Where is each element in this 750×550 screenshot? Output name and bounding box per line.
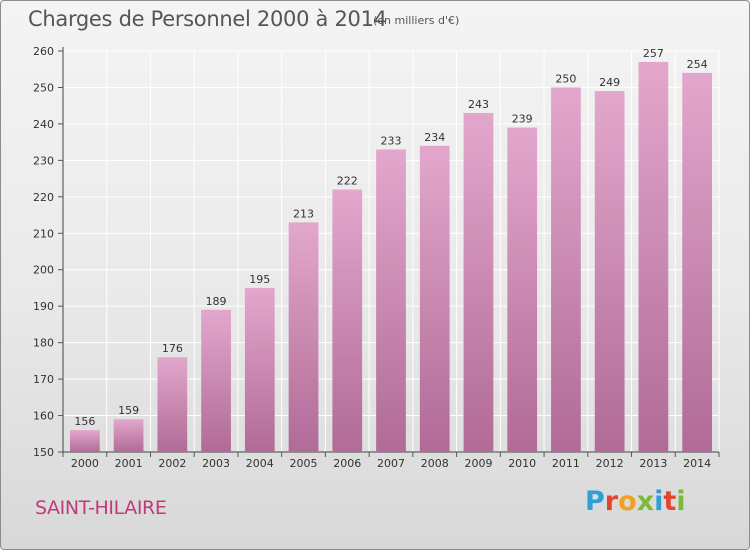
data-label: 213 [293, 207, 314, 220]
logo-letter: P [585, 486, 605, 517]
x-tick-label: 2001 [115, 457, 143, 470]
y-tick-label: 150 [33, 446, 54, 459]
y-tick-label: 260 [33, 45, 54, 58]
y-tick-label: 210 [33, 227, 54, 240]
bars [69, 61, 713, 453]
x-tick-label: 2005 [290, 457, 318, 470]
y-tick-label: 160 [33, 410, 54, 423]
y-tick-label: 250 [33, 81, 54, 94]
data-label: 195 [249, 273, 270, 286]
x-tick-label: 2007 [377, 457, 405, 470]
data-label: 176 [162, 342, 183, 355]
logo-letter: i [654, 486, 664, 517]
bar-2009 [463, 112, 494, 453]
x-tick-label: 2014 [683, 457, 711, 470]
bar-2008 [419, 145, 450, 453]
chart-subtitle: (en milliers d'€) [373, 14, 460, 27]
town-name: SAINT-HILAIRE [35, 497, 167, 519]
x-tick-label: 2000 [71, 457, 99, 470]
y-tick-label: 200 [33, 264, 54, 277]
x-tick-label: 2013 [639, 457, 667, 470]
logo-letter: r [604, 486, 619, 517]
data-label: 156 [74, 415, 95, 428]
x-tick-label: 2010 [508, 457, 536, 470]
chart-title: Charges de Personnel 2000 à 2014 [28, 7, 387, 31]
data-label: 243 [468, 98, 489, 111]
data-label: 233 [381, 134, 402, 147]
bar-2010 [507, 127, 538, 453]
y-tick-label: 170 [33, 373, 54, 386]
x-tick-label: 2008 [421, 457, 449, 470]
data-label: 254 [687, 58, 708, 71]
bar-2004 [244, 287, 275, 452]
x-tick-label: 2002 [158, 457, 186, 470]
proxiti-logo[interactable]: Proxiti [585, 486, 686, 517]
bar-2012 [594, 91, 625, 452]
x-tick-label: 2011 [552, 457, 580, 470]
x-tick-label: 2006 [333, 457, 361, 470]
bar-2007 [376, 149, 406, 452]
bar-2006 [332, 189, 363, 452]
bar-2001 [113, 419, 144, 452]
x-tick-label: 2009 [464, 457, 492, 470]
x-tick-label: 2012 [596, 457, 624, 470]
data-label: 159 [118, 404, 139, 417]
data-label: 249 [599, 76, 620, 89]
logo-letter: x [636, 486, 655, 517]
y-tick-label: 220 [33, 191, 54, 204]
y-tick-label: 190 [33, 300, 54, 313]
logo-letter: o [618, 486, 637, 517]
logo-letter: i [676, 486, 686, 517]
x-tick-label: 2004 [246, 457, 274, 470]
bar-2000 [69, 430, 100, 452]
data-label: 234 [424, 131, 445, 144]
data-label: 239 [512, 113, 533, 126]
data-label: 257 [643, 47, 664, 60]
bar-2014 [682, 72, 713, 452]
bar-2002 [157, 357, 188, 452]
data-label: 222 [337, 175, 358, 188]
bar-2011 [551, 87, 581, 453]
data-label: 189 [206, 295, 227, 308]
logo-letter: t [663, 486, 677, 517]
x-tick-label: 2003 [202, 457, 230, 470]
data-label: 250 [555, 72, 576, 85]
bar-2003 [201, 309, 231, 452]
y-tick-label: 180 [33, 337, 54, 350]
bar-2013 [638, 61, 669, 452]
y-tick-label: 230 [33, 154, 54, 167]
bar-2005 [288, 222, 319, 452]
labels: 150 160 170 180 190 200 210 220 230 240 250 260 156 2… [33, 45, 711, 470]
y-tick-label: 240 [33, 118, 54, 131]
